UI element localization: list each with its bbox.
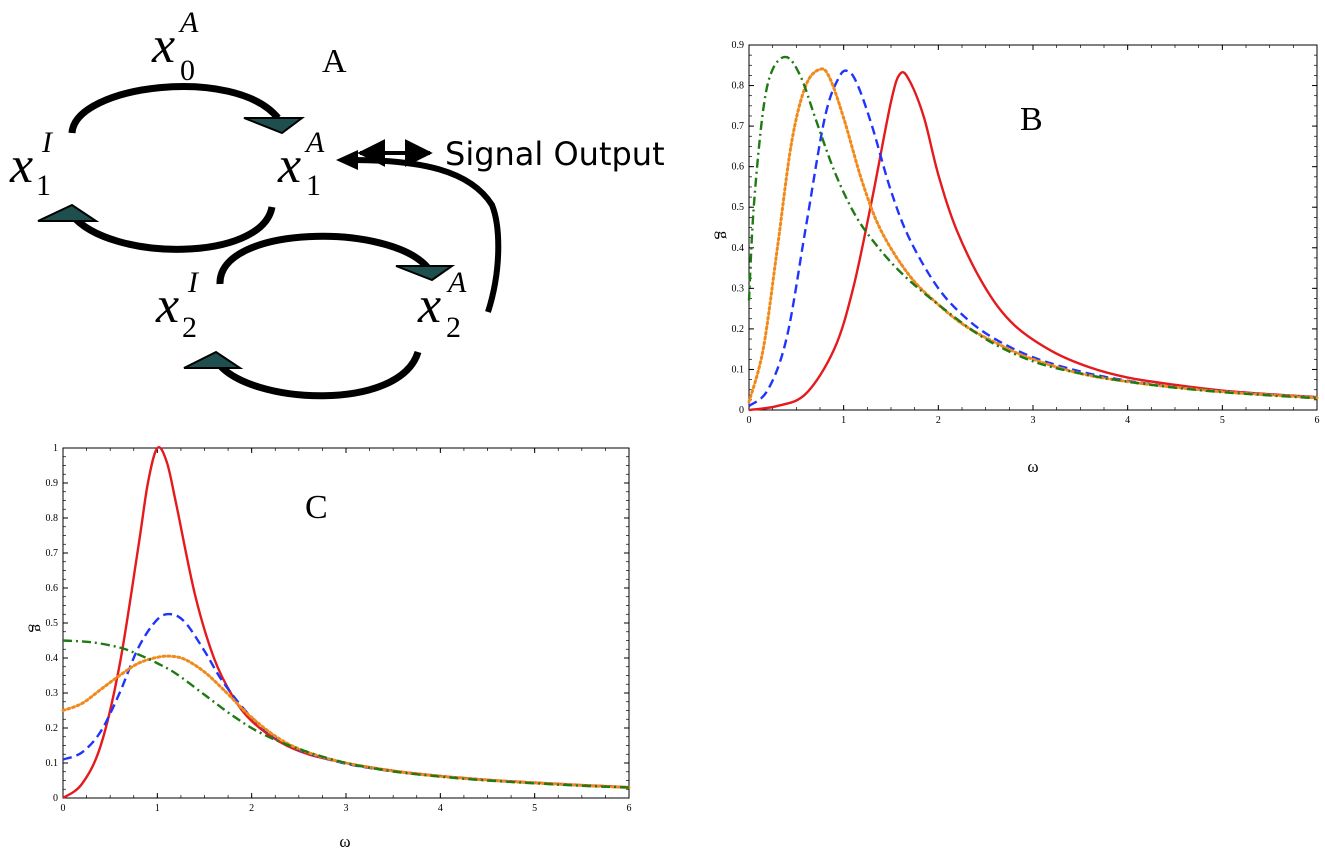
arc-x2a-to-x2i	[215, 350, 422, 400]
x-tick-label: 3	[1031, 415, 1036, 426]
y-tick-label: 0.6	[46, 583, 59, 594]
node-x2I-sup: I	[187, 266, 200, 299]
series-line-4	[62, 639, 630, 789]
node-x0A: x A 0	[151, 6, 199, 87]
y-tick-label: 0.3	[732, 283, 745, 294]
chart-c-ylabel: g	[28, 624, 47, 633]
chart-c: C ω g 0 1 2 3 4 5 6 0 0.1 0.2 0.3 0.4 0.5 0.6 0.7 0.8 0.…	[28, 443, 632, 850]
node-x0A-sup: A	[178, 6, 199, 39]
node-x2I: x I 2	[155, 266, 200, 344]
arrowhead-x1i	[37, 203, 100, 222]
y-tick-label: 0.8	[732, 81, 745, 92]
y-tick-label: 0.4	[46, 653, 59, 664]
panel-label-a: A	[322, 43, 347, 80]
x-tick-label: 5	[1220, 415, 1225, 426]
y-tick-label: 0.4	[732, 243, 745, 254]
chart-c-xlabel: ω	[339, 832, 350, 850]
series-line-3	[61, 654, 631, 789]
node-x2A-sup: A	[446, 266, 467, 299]
y-tick-label: 0.7	[732, 121, 745, 132]
x-tick-label: 1	[155, 803, 160, 814]
panel-label-b: B	[1020, 101, 1043, 138]
series-line-1	[748, 71, 1318, 412]
plot-frame	[62, 447, 630, 799]
x-tick-label: 0	[61, 803, 66, 814]
y-tick-label: 0.9	[46, 478, 59, 489]
signal-output-label: Signal Output	[445, 135, 665, 173]
diagram-a: Signal Output A x A 0 x I 1 x A 1 x I 2 …	[9, 6, 665, 400]
x-tick-label: 6	[1315, 415, 1320, 426]
series-line-2	[62, 612, 630, 789]
x-tick-label: 6	[627, 803, 632, 814]
panel-label-c: C	[305, 489, 328, 526]
node-x1I-sup: I	[41, 126, 54, 159]
series-line-1	[62, 446, 630, 800]
x-tick-label: 5	[532, 803, 537, 814]
y-tick-label: 0.1	[732, 364, 745, 375]
series-line-4	[747, 55, 1318, 400]
node-x1I-base: x	[9, 137, 33, 194]
arc-x1i-to-x1a	[68, 83, 281, 134]
node-x1A: x A 1	[277, 126, 325, 202]
node-x0A-sub: 0	[180, 54, 195, 87]
chart-b-xlabel: ω	[1027, 457, 1038, 476]
node-x2A-base: x	[417, 277, 441, 334]
y-tick-label: 0.8	[46, 513, 59, 524]
node-x1A-base: x	[277, 137, 301, 194]
node-x2A-sub: 2	[446, 311, 461, 344]
y-tick-label: 0.5	[732, 202, 745, 213]
plot-frame	[748, 44, 1318, 411]
x-tick-label: 4	[1125, 415, 1130, 426]
node-x2I-sub: 2	[182, 311, 197, 344]
feedback-arrowhead	[336, 150, 358, 170]
y-tick-label: 0.6	[732, 162, 745, 173]
arrowhead-x1a	[243, 117, 305, 135]
x-tick-label: 2	[936, 415, 941, 426]
node-x1I: x I 1	[9, 126, 54, 202]
chart-b: B ω g 0 1 2 3 4 5 6 0 0.1 0.2 0.3 0.4 0.5 0.6 0.7 0.8 0.…	[714, 40, 1320, 476]
x-tick-label: 0	[747, 415, 752, 426]
y-tick-label: 0.2	[46, 723, 59, 734]
node-x1I-sub: 1	[36, 169, 51, 202]
x-tick-label: 4	[438, 803, 443, 814]
arrowhead-x2a	[395, 265, 456, 282]
y-tick-label: 0.5	[46, 618, 59, 629]
arc-x1a-to-x1i	[69, 206, 276, 253]
arrowhead-x2i	[183, 350, 244, 369]
y-tick-label: 0.3	[46, 688, 59, 699]
node-x2I-base: x	[155, 277, 179, 334]
x-tick-label: 1	[841, 415, 846, 426]
node-x2A: x A 2	[417, 266, 467, 344]
y-tick-label: 0.2	[732, 324, 745, 335]
series-line-2	[748, 69, 1318, 407]
y-tick-label: 0.7	[46, 548, 59, 559]
node-x1A-sup: A	[304, 126, 325, 159]
y-tick-label: 0.1	[46, 758, 59, 769]
y-tick-label: 0.9	[732, 40, 745, 51]
chart-b-ylabel: g	[714, 231, 733, 240]
node-x0A-base: x	[151, 17, 175, 74]
x-tick-label: 2	[249, 803, 254, 814]
node-x1A-sub: 1	[306, 169, 321, 202]
y-tick-label: 1	[53, 443, 58, 454]
x-tick-label: 3	[344, 803, 349, 814]
y-tick-label: 0	[53, 793, 58, 804]
y-tick-label: 0	[739, 405, 744, 416]
arc-x2i-to-x2a	[216, 232, 431, 285]
